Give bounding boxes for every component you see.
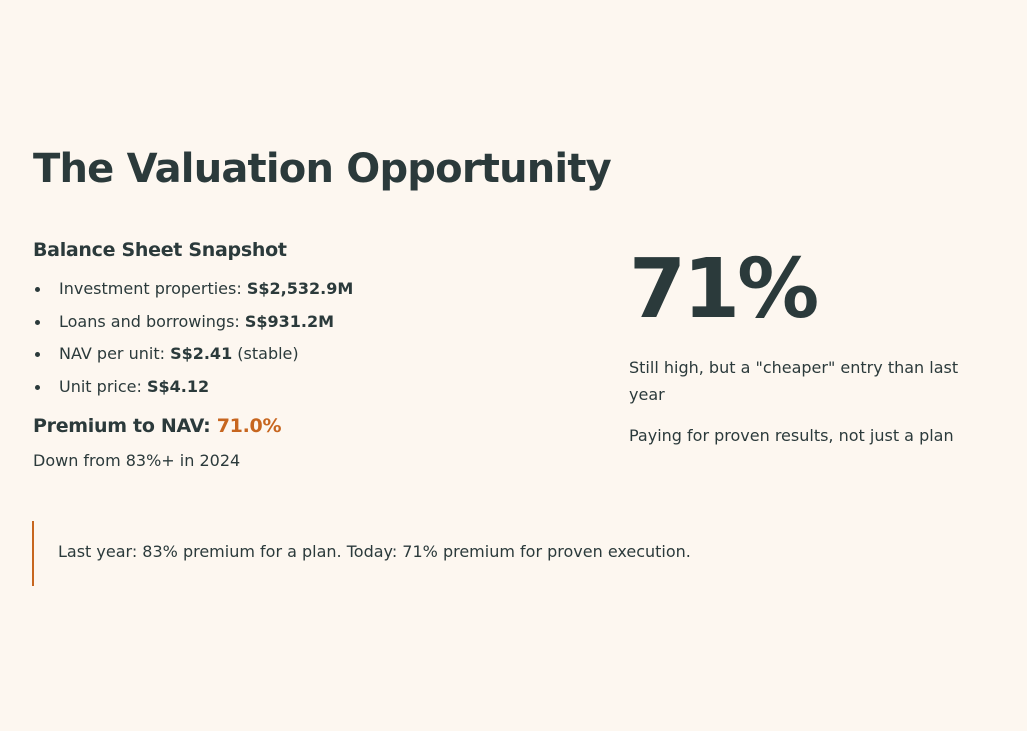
item-label: NAV per unit: — [59, 344, 171, 363]
balance-sheet-list: Investment properties: S$2,532.9M Loans … — [33, 278, 593, 398]
list-item-loans-borrowings: Loans and borrowings: S$931.2M — [33, 311, 593, 333]
list-item-nav-per-unit: NAV per unit: S$2.41 (stable) — [33, 343, 593, 365]
item-value: S$931.2M — [244, 311, 335, 331]
item-value: S$4.12 — [146, 376, 210, 396]
balance-sheet-section: Balance Sheet Snapshot Investment proper… — [33, 236, 593, 472]
callout-quote: Last year: 83% premium for a plan. Today… — [32, 521, 932, 586]
highlight-text-1: Still high, but a "cheaper" entry than l… — [629, 358, 959, 404]
callout-text: Last year: 83% premium for a plan. Today… — [58, 542, 691, 561]
premium-label: Premium to NAV: — [33, 414, 217, 437]
highlight-section: 71% Still high, but a "cheaper" entry th… — [629, 240, 989, 449]
item-suffix: (stable) — [232, 344, 299, 363]
item-label: Unit price: — [59, 376, 147, 396]
item-label: Loans and borrowings: — [59, 311, 245, 331]
list-item-investment-properties: Investment properties: S$2,532.9M — [33, 278, 593, 300]
slide-title: The Valuation Opportunity — [33, 146, 612, 192]
premium-note: Down from 83%+ in 2024 — [33, 450, 241, 470]
item-label: Investment properties: — [59, 279, 247, 298]
balance-sheet-heading: Balance Sheet Snapshot — [33, 239, 287, 261]
premium-to-nav: Premium to NAV: 71.0% — [33, 412, 593, 440]
list-item-unit-price: Unit price: S$4.12 — [33, 376, 593, 398]
big-figure: 71% — [629, 242, 819, 337]
premium-value: 71.0% — [216, 414, 282, 437]
item-value: S$2,532.9M — [246, 279, 354, 298]
highlight-text-2: Paying for proven results, not just a pl… — [629, 426, 954, 445]
item-value: S$2.41 — [170, 344, 233, 363]
